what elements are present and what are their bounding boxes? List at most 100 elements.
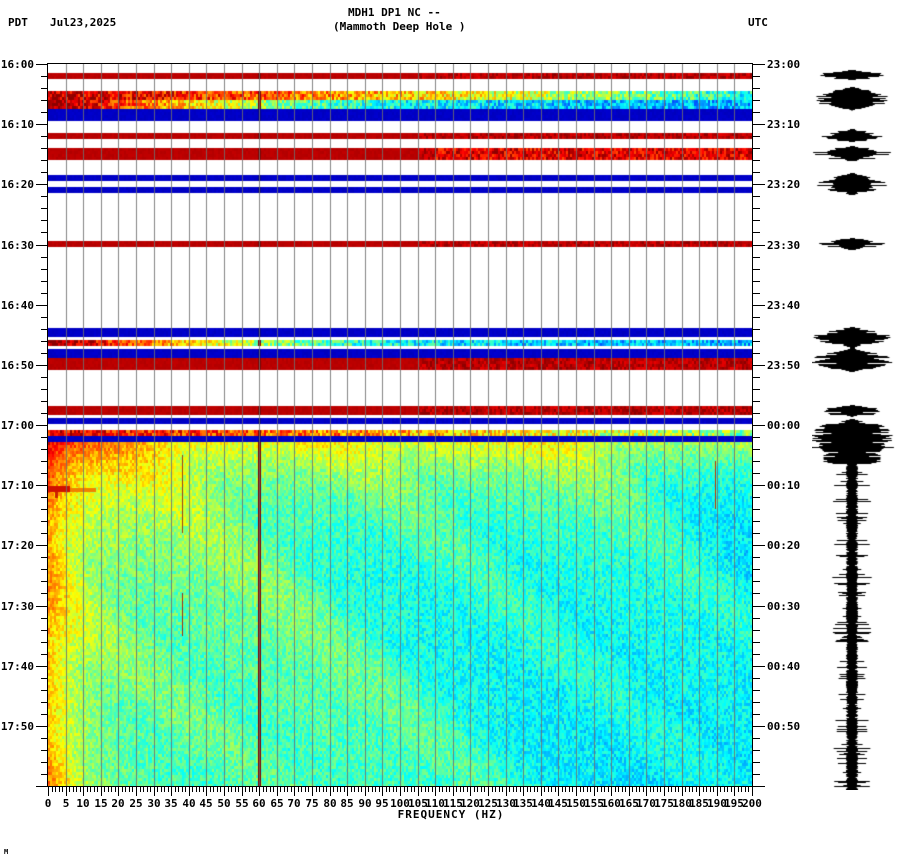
freq-tick-minor xyxy=(393,787,394,792)
time-tick-minor-right xyxy=(753,329,760,330)
time-tick-major-right xyxy=(753,786,765,787)
freq-tick-major xyxy=(294,787,295,796)
time-tick-minor-right xyxy=(753,762,760,763)
freq-tick-minor xyxy=(62,787,63,792)
freq-tick-minor xyxy=(319,787,320,792)
freq-tick-minor xyxy=(622,787,623,792)
freq-tick-major xyxy=(453,787,454,796)
freq-tick-minor xyxy=(706,787,707,792)
time-tick-minor-left xyxy=(41,329,48,330)
freq-tick-major xyxy=(523,787,524,796)
freq-label-80: 80 xyxy=(323,797,337,810)
time-tick-minor-right xyxy=(753,690,760,691)
time-tick-minor-right xyxy=(753,654,760,655)
freq-tick-minor xyxy=(249,787,250,792)
time-tick-major-left xyxy=(36,666,48,667)
freq-label-175: 175 xyxy=(654,797,674,810)
freq-tick-minor xyxy=(604,787,605,792)
freq-label-195: 195 xyxy=(724,797,744,810)
freq-tick-minor xyxy=(643,787,644,792)
freq-tick-minor xyxy=(597,787,598,792)
freq-tick-minor xyxy=(499,787,500,792)
freq-label-140: 140 xyxy=(531,797,551,810)
time-label-left-2: 16:20 xyxy=(0,178,34,191)
time-tick-minor-left xyxy=(41,160,48,161)
time-label-right-6: 00:00 xyxy=(767,419,801,432)
time-label-right-2: 23:20 xyxy=(767,178,801,191)
time-tick-minor-right xyxy=(753,317,760,318)
time-tick-major-right xyxy=(753,485,765,486)
freq-tick-minor xyxy=(608,787,609,792)
time-tick-minor-right xyxy=(753,449,760,450)
time-tick-minor-right xyxy=(753,389,760,390)
time-tick-minor-left xyxy=(41,112,48,113)
time-tick-major-left xyxy=(36,485,48,486)
freq-label-170: 170 xyxy=(636,797,656,810)
freq-label-155: 155 xyxy=(584,797,604,810)
time-tick-major-left xyxy=(36,245,48,246)
time-tick-minor-left xyxy=(41,413,48,414)
time-tick-minor-right xyxy=(753,473,760,474)
freq-tick-minor xyxy=(220,787,221,792)
freq-tick-major xyxy=(418,787,419,796)
freq-tick-major xyxy=(206,787,207,796)
freq-label-130: 130 xyxy=(496,797,516,810)
time-tick-minor-right xyxy=(753,401,760,402)
freq-tick-minor xyxy=(368,787,369,792)
time-label-left-10: 17:40 xyxy=(0,660,34,673)
freq-tick-minor xyxy=(731,787,732,792)
freq-tick-minor xyxy=(516,787,517,792)
freq-tick-minor xyxy=(580,787,581,792)
time-tick-minor-right xyxy=(753,750,760,751)
freq-tick-minor xyxy=(495,787,496,792)
time-tick-minor-left xyxy=(41,762,48,763)
seismogram-trace-panel[interactable] xyxy=(812,60,902,790)
freq-tick-minor xyxy=(73,787,74,792)
freq-tick-minor xyxy=(675,787,676,792)
time-label-left-6: 17:00 xyxy=(0,419,34,432)
freq-tick-major xyxy=(594,787,595,796)
time-tick-minor-right xyxy=(753,220,760,221)
page-title: MDH1 DP1 NC -- xyxy=(348,6,441,19)
time-tick-major-left xyxy=(36,184,48,185)
freq-label-35: 35 xyxy=(164,797,178,810)
freq-tick-minor xyxy=(55,787,56,792)
time-tick-minor-right xyxy=(753,112,760,113)
freq-tick-minor xyxy=(157,787,158,792)
freq-tick-minor xyxy=(333,787,334,792)
time-tick-minor-right xyxy=(753,497,760,498)
time-tick-major-right xyxy=(753,726,765,727)
freq-label-125: 125 xyxy=(478,797,498,810)
freq-tick-minor xyxy=(375,787,376,792)
freq-tick-major xyxy=(330,787,331,796)
time-tick-minor-right xyxy=(753,774,760,775)
time-tick-minor-left xyxy=(41,208,48,209)
time-tick-major-left xyxy=(36,124,48,125)
freq-tick-minor xyxy=(685,787,686,792)
freq-tick-minor xyxy=(129,787,130,792)
time-tick-minor-right xyxy=(753,413,760,414)
freq-label-60: 60 xyxy=(252,797,266,810)
freq-tick-minor xyxy=(199,787,200,792)
freq-tick-minor xyxy=(210,787,211,792)
freq-tick-minor xyxy=(404,787,405,792)
freq-tick-major xyxy=(347,787,348,796)
time-tick-minor-left xyxy=(41,569,48,570)
freq-tick-minor xyxy=(217,787,218,792)
time-tick-minor-left xyxy=(41,196,48,197)
time-label-right-3: 23:30 xyxy=(767,239,801,252)
freq-tick-major xyxy=(541,787,542,796)
freq-tick-minor xyxy=(544,787,545,792)
spectrogram-plot[interactable] xyxy=(48,64,752,786)
freq-tick-major xyxy=(277,787,278,796)
freq-tick-major xyxy=(365,787,366,796)
freq-tick-minor xyxy=(689,787,690,792)
time-label-left-7: 17:10 xyxy=(0,479,34,492)
date-label: Jul23,2025 xyxy=(50,16,117,29)
freq-tick-major xyxy=(488,787,489,796)
freq-tick-minor xyxy=(738,787,739,792)
freq-tick-major xyxy=(242,787,243,796)
freq-tick-major xyxy=(154,787,155,796)
freq-tick-minor xyxy=(668,787,669,792)
freq-tick-minor xyxy=(407,787,408,792)
